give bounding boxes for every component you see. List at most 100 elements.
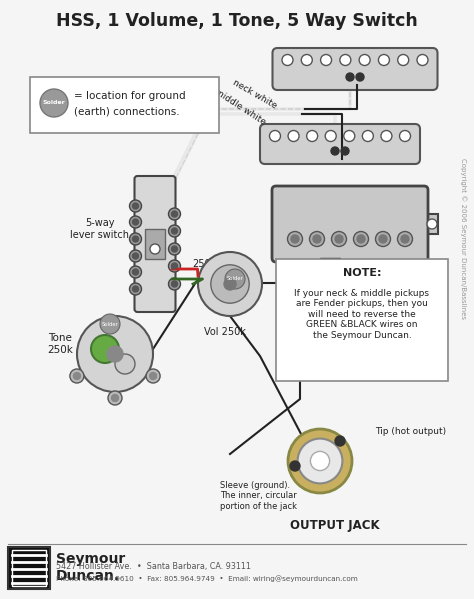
Circle shape [400,131,410,141]
Circle shape [282,55,293,65]
Circle shape [313,235,321,243]
Text: Sleeve (ground).
The inner, circular
portion of the jack: Sleeve (ground). The inner, circular por… [220,481,297,511]
Circle shape [129,266,142,278]
Circle shape [115,354,135,374]
Circle shape [398,55,409,65]
FancyBboxPatch shape [272,186,428,262]
Circle shape [168,208,181,220]
Circle shape [224,278,236,290]
Circle shape [359,55,370,65]
Circle shape [307,131,318,141]
Circle shape [129,283,142,295]
Text: middle white: middle white [213,87,267,127]
Circle shape [150,373,156,380]
Circle shape [172,246,177,252]
Circle shape [290,461,300,471]
Circle shape [331,147,339,155]
Bar [145,229,165,259]
Text: neck white: neck white [231,78,279,110]
Circle shape [225,269,245,289]
Circle shape [288,131,299,141]
Circle shape [129,250,142,262]
Circle shape [172,281,177,287]
FancyBboxPatch shape [260,124,420,164]
Circle shape [129,216,142,228]
FancyBboxPatch shape [30,77,219,133]
Circle shape [150,244,160,254]
Circle shape [310,452,329,471]
Text: OUTPUT JACK: OUTPUT JACK [290,519,380,533]
Circle shape [108,391,122,405]
Circle shape [301,55,312,65]
Text: Phone: 805.964.9610  •  Fax: 805.964.9749  •  Email: wiring@seymourduncan.com: Phone: 805.964.9610 • Fax: 805.964.9749 … [56,576,358,582]
Circle shape [73,373,81,380]
Circle shape [107,346,123,362]
Circle shape [340,55,351,65]
Circle shape [133,203,138,209]
Circle shape [379,235,387,243]
Circle shape [417,55,428,65]
FancyBboxPatch shape [8,547,50,589]
Circle shape [168,243,181,255]
Circle shape [354,231,368,247]
Circle shape [288,231,302,247]
Circle shape [310,231,325,247]
Text: Solder: Solder [43,101,65,105]
FancyBboxPatch shape [273,48,438,90]
Circle shape [168,278,181,290]
Text: 5-way
lever switch: 5-way lever switch [71,218,129,240]
Circle shape [129,200,142,212]
Circle shape [198,252,262,316]
Text: Vol 250k: Vol 250k [204,327,246,337]
Bar [422,214,438,234]
Circle shape [133,253,138,259]
Circle shape [325,131,336,141]
Circle shape [70,369,84,383]
Circle shape [344,131,355,141]
Circle shape [91,335,119,363]
Circle shape [362,131,374,141]
Circle shape [211,265,249,303]
Circle shape [172,228,177,234]
FancyBboxPatch shape [135,176,175,312]
Circle shape [270,131,281,141]
FancyBboxPatch shape [276,259,448,381]
Circle shape [375,231,391,247]
Circle shape [427,219,437,229]
Circle shape [346,73,354,81]
Text: HSS, 1 Volume, 1 Tone, 5 Way Switch: HSS, 1 Volume, 1 Tone, 5 Way Switch [56,12,418,30]
Circle shape [320,55,332,65]
Text: White wire to
ground: White wire to ground [356,279,424,299]
Circle shape [381,131,392,141]
Circle shape [341,147,349,155]
Bar [320,258,340,270]
Circle shape [401,235,409,243]
Circle shape [133,286,138,292]
Text: Seymour: Seymour [56,552,125,566]
Circle shape [133,269,138,275]
Circle shape [172,211,177,217]
Circle shape [335,235,343,243]
Circle shape [378,55,390,65]
Circle shape [77,316,153,392]
Circle shape [100,314,120,334]
Circle shape [146,369,160,383]
Text: Tone
250k: Tone 250k [47,333,73,355]
Text: Tip (hot output): Tip (hot output) [375,426,446,435]
Circle shape [111,395,118,401]
Circle shape [168,260,181,272]
Circle shape [133,219,138,225]
Circle shape [291,235,299,243]
Circle shape [356,73,364,81]
Text: Copyright © 2006 Seymour Duncan/Basslines: Copyright © 2006 Seymour Duncan/Bassline… [460,159,466,319]
Circle shape [335,436,345,446]
Text: NOTE:: NOTE: [343,268,381,278]
Text: = location for ground: = location for ground [74,91,186,101]
Circle shape [357,235,365,243]
Text: Solder: Solder [101,322,118,326]
Circle shape [133,236,138,242]
Circle shape [129,233,142,245]
Circle shape [172,263,177,269]
Text: (earth) connections.: (earth) connections. [74,106,180,116]
Circle shape [40,89,68,117]
